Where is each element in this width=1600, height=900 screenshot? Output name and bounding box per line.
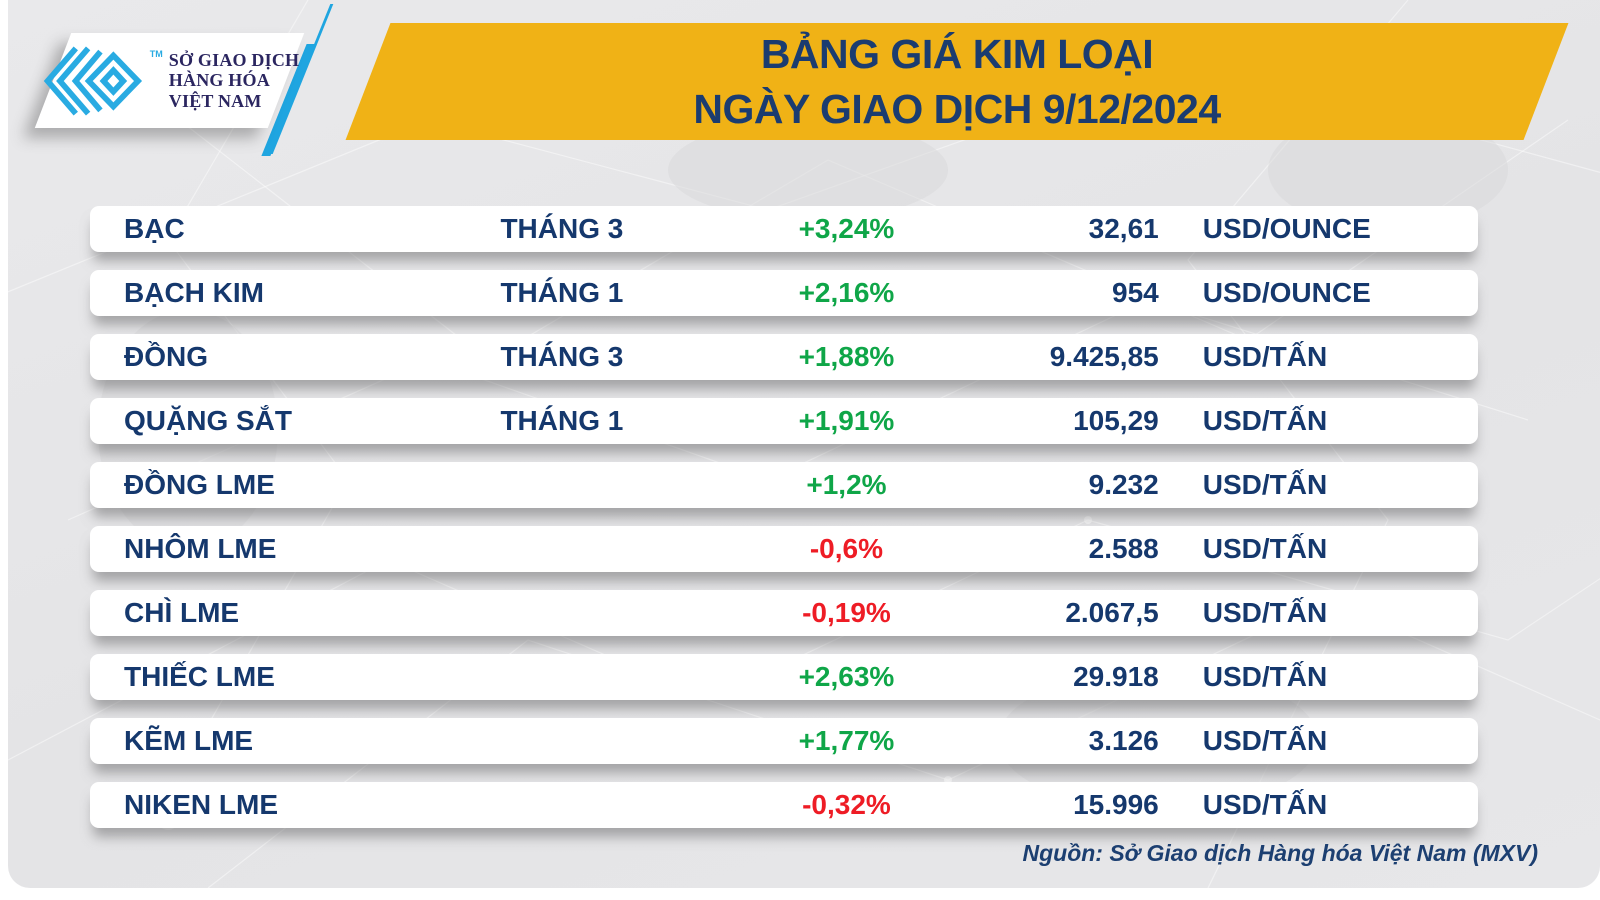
price-value: 3.126: [1088, 725, 1159, 756]
price-row: BẠCH KIM THÁNG 1 +2,16% 954 USD/OUNCE: [90, 270, 1478, 316]
percent-change: +1,77%: [798, 725, 895, 756]
price-value: 9.425,85: [1049, 341, 1159, 372]
percent-change: +1,88%: [798, 341, 895, 372]
price-value: 954: [1112, 277, 1159, 308]
percent-change: +3,24%: [798, 213, 895, 244]
price-value: 9.232: [1088, 469, 1159, 500]
percent-change: -0,6%: [809, 533, 884, 564]
contract-month: THÁNG 1: [500, 405, 624, 436]
price-row: QUẶNG SẮT THÁNG 1 +1,91% 105,29 USD/TẤN: [90, 398, 1478, 444]
price-value: 2.588: [1088, 533, 1159, 564]
exchange-name-line3: VIỆT NAM: [168, 90, 262, 111]
exchange-name: SỞ GIAO DỊCH HÀNG HÓA VIỆT NAM: [169, 50, 299, 112]
exchange-name-line2: HÀNG HÓA: [168, 70, 270, 91]
price-board: BẢNG GIÁ KIM LOẠI NGÀY GIAO DỊCH 9/12/20…: [8, 0, 1600, 888]
price-row: NIKEN LME -0,32% 15.996 USD/TẤN: [90, 782, 1478, 828]
price-table: BẠC THÁNG 3 +3,24% 32,61 USD/OUNCE BẠCH …: [90, 206, 1478, 846]
price-unit: USD/TẤN: [1202, 469, 1328, 500]
metal-name: BẠC: [124, 213, 185, 244]
price-row: ĐỒNG LME +1,2% 9.232 USD/TẤN: [90, 462, 1478, 508]
price-unit: USD/TẤN: [1202, 533, 1328, 564]
price-value: 29.918: [1073, 661, 1159, 692]
metal-name: BẠCH KIM: [124, 277, 264, 308]
metal-name: NHÔM LME: [124, 533, 277, 564]
price-unit: USD/TẤN: [1202, 789, 1328, 820]
price-value: 32,61: [1088, 213, 1159, 244]
percent-change: +2,16%: [798, 277, 895, 308]
price-unit: USD/TẤN: [1202, 661, 1328, 692]
metal-name: KẼM LME: [124, 725, 254, 756]
percent-change: -0,19%: [802, 597, 891, 628]
contract-month: THÁNG 1: [500, 277, 624, 308]
source-note: Nguồn: Sở Giao dịch Hàng hóa Việt Nam (M…: [1022, 840, 1538, 866]
title-banner: BẢNG GIÁ KIM LOẠI NGÀY GIAO DỊCH 9/12/20…: [345, 23, 1569, 140]
mxv-logo-icon: [43, 46, 142, 115]
trademark-label: TM: [149, 49, 163, 59]
percent-change: +2,63%: [798, 661, 895, 692]
price-row: CHÌ LME -0,19% 2.067,5 USD/TẤN: [90, 590, 1478, 636]
metal-name: QUẶNG SẮT: [124, 405, 292, 436]
percent-change: -0,32%: [802, 789, 891, 820]
metal-name: ĐỒNG: [124, 341, 208, 372]
price-value: 2.067,5: [1065, 597, 1159, 628]
price-row: BẠC THÁNG 3 +3,24% 32,61 USD/OUNCE: [90, 206, 1478, 252]
metal-name: CHÌ LME: [124, 597, 240, 628]
board-title: BẢNG GIÁ KIM LOẠI: [760, 31, 1154, 78]
price-unit: USD/TẤN: [1202, 597, 1328, 628]
price-unit: USD/OUNCE: [1202, 277, 1371, 308]
price-value: 15.996: [1073, 789, 1159, 820]
mxv-logo-plate: TM SỞ GIAO DỊCH HÀNG HÓA VIỆT NAM: [34, 33, 305, 128]
price-row: KẼM LME +1,77% 3.126 USD/TẤN: [90, 718, 1478, 764]
metal-name: NIKEN LME: [124, 789, 278, 820]
price-value: 105,29: [1073, 405, 1159, 436]
price-row: THIẾC LME +2,63% 29.918 USD/TẤN: [90, 654, 1478, 700]
price-unit: USD/TẤN: [1202, 725, 1328, 756]
percent-change: +1,2%: [806, 469, 887, 500]
exchange-name-line1: SỞ GIAO DỊCH: [168, 49, 300, 70]
trading-date-title: NGÀY GIAO DỊCH 9/12/2024: [693, 85, 1221, 132]
price-row: ĐỒNG THÁNG 3 +1,88% 9.425,85 USD/TẤN: [90, 334, 1478, 380]
contract-month: THÁNG 3: [500, 213, 624, 244]
price-unit: USD/OUNCE: [1202, 213, 1371, 244]
contract-month: THÁNG 3: [500, 341, 624, 372]
price-row: NHÔM LME -0,6% 2.588 USD/TẤN: [90, 526, 1478, 572]
metal-name: ĐỒNG LME: [124, 469, 275, 500]
metal-name: THIẾC LME: [124, 661, 275, 692]
percent-change: +1,91%: [798, 405, 895, 436]
price-unit: USD/TẤN: [1202, 341, 1328, 372]
price-unit: USD/TẤN: [1202, 405, 1328, 436]
